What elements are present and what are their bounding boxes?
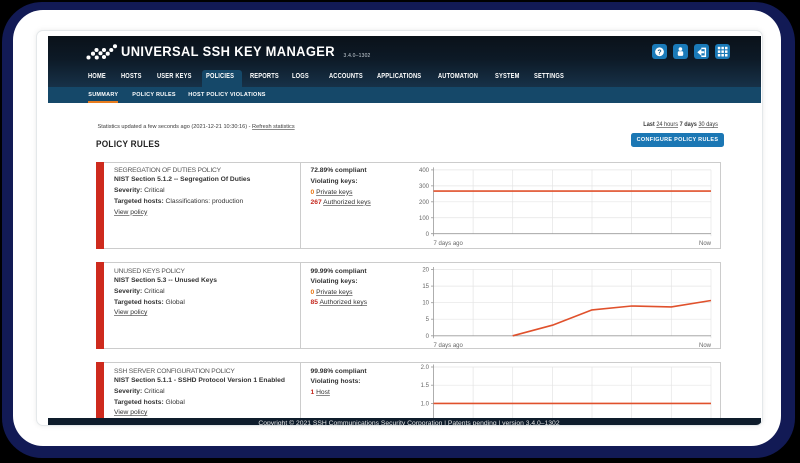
svg-text:1.5: 1.5 [420, 383, 429, 389]
svg-text:10: 10 [422, 301, 429, 307]
svg-text:?: ? [658, 49, 662, 56]
svg-text:0: 0 [425, 231, 429, 237]
svg-text:5: 5 [425, 317, 429, 323]
svg-text:7 days ago: 7 days ago [433, 240, 463, 246]
svg-text:0: 0 [425, 334, 429, 340]
svg-text:20: 20 [422, 268, 429, 274]
svg-text:15: 15 [422, 284, 429, 290]
svg-text:7 days ago: 7 days ago [433, 343, 463, 349]
svg-text:Now: Now [698, 343, 711, 349]
svg-text:1.0: 1.0 [420, 401, 429, 407]
svg-text:100: 100 [418, 215, 429, 221]
svg-text:200: 200 [418, 200, 429, 206]
svg-text:Now: Now [698, 240, 711, 246]
svg-text:2.0: 2.0 [420, 365, 429, 371]
svg-text:300: 300 [418, 184, 429, 190]
svg-text:400: 400 [418, 168, 429, 174]
